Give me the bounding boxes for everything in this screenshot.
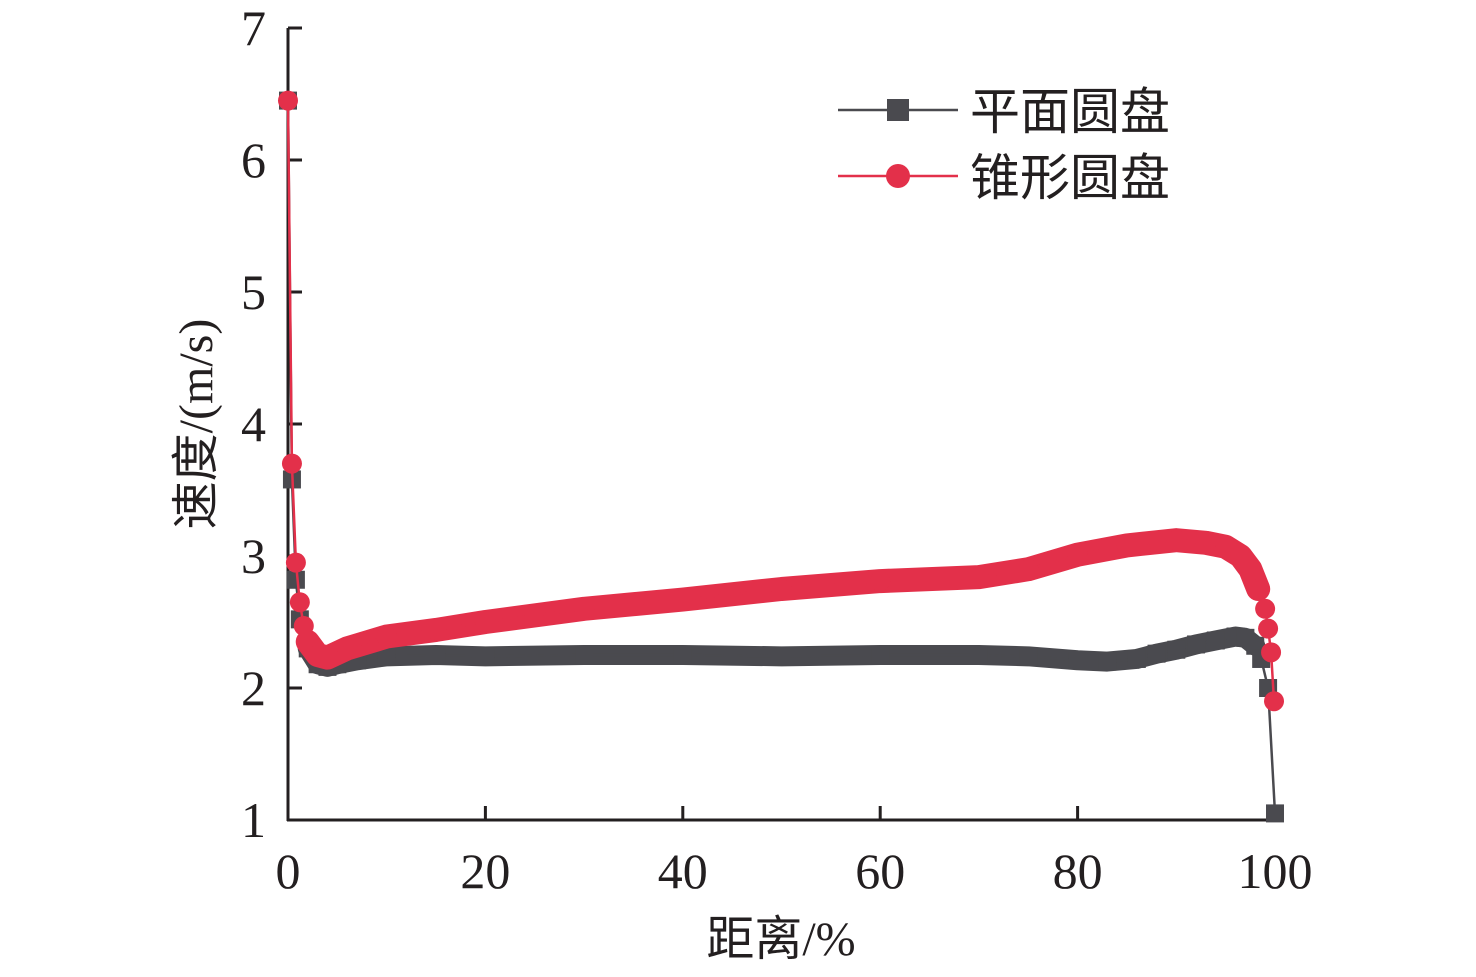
data-point <box>1266 804 1284 823</box>
data-point <box>673 646 692 664</box>
y-tick-label: 5 <box>241 264 266 320</box>
data-point <box>289 592 310 613</box>
data-point <box>376 626 397 647</box>
legend: 平面圆盘 锥形圆盘 <box>838 84 1170 206</box>
axes: 1 2 3 4 5 6 7 0 20 40 60 80 100 <box>241 0 1313 899</box>
data-point <box>1068 651 1087 670</box>
y-tick-label: 6 <box>241 132 266 188</box>
data-point <box>771 579 792 599</box>
data-point <box>293 615 314 636</box>
data-point <box>317 647 338 668</box>
data-point <box>1206 631 1225 650</box>
y-axis-label: 速度/(m/s) <box>170 319 223 530</box>
data-point <box>427 646 446 664</box>
data-point <box>1215 536 1236 557</box>
data-point <box>1019 647 1038 666</box>
series-cone-disk <box>278 90 1285 712</box>
series-line <box>286 100 1277 814</box>
y-tick-label: 7 <box>241 0 266 56</box>
x-tick-label: 20 <box>460 843 510 899</box>
data-point <box>1258 618 1279 639</box>
series-flat-disk <box>279 91 1284 823</box>
series-band <box>295 528 1271 670</box>
data-point <box>1261 642 1282 663</box>
y-tick-label: 4 <box>241 396 266 452</box>
legend-marker-flat <box>887 99 909 121</box>
data-point <box>278 90 298 111</box>
data-point <box>1195 532 1216 553</box>
data-point <box>1240 559 1261 580</box>
x-tick-label: 0 <box>276 843 301 899</box>
data-point <box>1264 691 1285 712</box>
data-point <box>871 646 890 664</box>
x-tick-label: 100 <box>1238 843 1313 899</box>
legend-marker-cone <box>886 164 910 188</box>
x-tick-label: 80 <box>1053 843 1103 899</box>
legend-label-cone: 锥形圆盘 <box>970 150 1170 206</box>
data-point <box>426 619 447 640</box>
data-point <box>1147 644 1166 663</box>
data-point <box>285 552 306 573</box>
data-point <box>475 612 496 632</box>
series-layer <box>278 90 1285 823</box>
data-point <box>1255 598 1276 619</box>
data-point <box>1018 559 1039 580</box>
x-tick-label: 40 <box>658 843 708 899</box>
y-tick-label: 2 <box>241 660 266 716</box>
data-point <box>672 589 693 610</box>
data-point <box>772 647 791 666</box>
legend-label-flat: 平面圆盘 <box>970 84 1170 140</box>
y-tick-label: 1 <box>241 792 266 848</box>
data-point <box>1067 544 1088 565</box>
data-point <box>1098 652 1117 671</box>
data-point <box>574 598 595 619</box>
data-point <box>476 647 495 666</box>
data-point <box>575 646 594 664</box>
data-point <box>1127 649 1146 668</box>
data-point <box>1248 579 1269 599</box>
data-point <box>1167 640 1186 659</box>
x-tick-label: 60 <box>855 843 905 899</box>
data-point <box>1187 635 1206 654</box>
data-point <box>1116 535 1137 556</box>
data-point <box>377 647 396 666</box>
data-point <box>969 646 988 664</box>
data-point <box>337 638 358 659</box>
data-point <box>870 571 891 592</box>
x-axis-label: 距离/% <box>706 913 855 966</box>
data-point <box>281 453 302 474</box>
data-point <box>968 567 989 588</box>
data-point <box>286 570 305 589</box>
y-tick-label: 3 <box>241 528 266 584</box>
data-point <box>1166 530 1187 551</box>
